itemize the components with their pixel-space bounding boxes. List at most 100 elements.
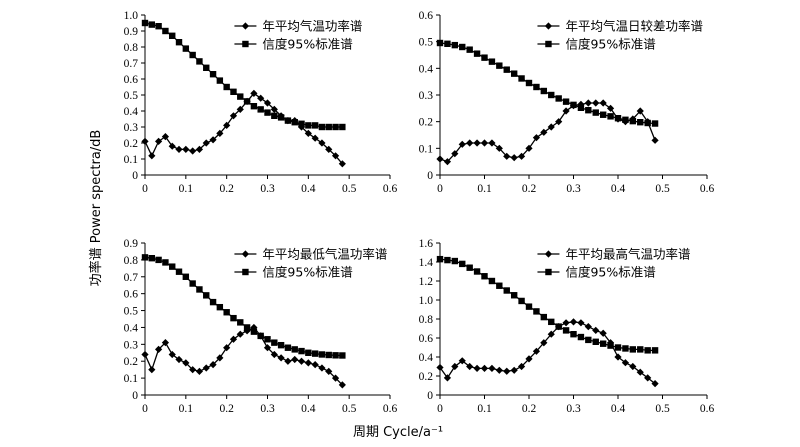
data-point <box>444 256 451 264</box>
data-point <box>318 139 326 147</box>
data-point <box>644 119 651 127</box>
data-point <box>271 339 278 346</box>
y-tick-label: 0.4 <box>419 63 434 75</box>
data-point <box>451 41 459 49</box>
data-point <box>525 303 533 310</box>
data-point <box>291 119 298 126</box>
data-point <box>488 139 496 147</box>
data-point <box>338 381 346 389</box>
data-point <box>480 364 489 372</box>
data-point <box>540 87 548 95</box>
data-point <box>599 99 607 107</box>
data-point <box>436 363 444 372</box>
data-point <box>599 329 607 337</box>
data-point <box>148 152 156 160</box>
data-point <box>270 105 278 113</box>
data-point <box>236 105 244 113</box>
data-point <box>325 145 333 153</box>
data-point <box>325 123 332 131</box>
data-point <box>503 152 511 160</box>
chart-panel-4: 0 0.2 0.4 0.6 0.8 1.0 1.2 1.4 1.6 0 0.1 0.2 0.3 0.4 0.… <box>419 238 715 415</box>
data-point <box>496 62 503 69</box>
legend-label: 年平均气温功率谱 <box>262 19 362 34</box>
data-point <box>495 144 503 152</box>
data-point <box>257 94 265 102</box>
data-point <box>585 107 592 114</box>
data-point <box>305 349 312 356</box>
data-point <box>270 350 278 359</box>
data-point <box>223 309 230 316</box>
data-point <box>629 362 637 371</box>
series-red-noise-95 <box>436 255 659 354</box>
data-point <box>141 350 149 359</box>
data-point <box>230 88 237 95</box>
data-point <box>510 154 518 162</box>
data-point <box>168 350 176 359</box>
data-point <box>311 134 319 142</box>
data-point <box>644 374 652 382</box>
y-tick-label: 0.4 <box>124 322 139 334</box>
x-tick-label: 0.3 <box>566 403 581 415</box>
data-point <box>189 147 197 155</box>
data-point <box>182 145 190 153</box>
x-tick-label: 0.6 <box>700 403 715 415</box>
data-point <box>229 112 238 120</box>
data-point <box>570 331 577 338</box>
data-point <box>592 338 599 345</box>
data-point <box>203 64 210 71</box>
data-point <box>503 367 511 375</box>
data-point <box>562 319 570 327</box>
data-point <box>263 99 272 107</box>
data-point <box>291 355 299 364</box>
y-tick-label: 0.9 <box>124 238 139 250</box>
data-point <box>182 359 190 367</box>
data-point <box>466 139 474 147</box>
series-spectrum <box>141 323 346 389</box>
data-point <box>202 139 210 147</box>
data-point <box>599 111 607 118</box>
y-tick-label: 1.0 <box>419 295 434 307</box>
legend-marker <box>545 40 552 48</box>
data-point <box>196 286 203 293</box>
data-point <box>651 380 659 388</box>
y-tick-label: 0.3 <box>124 122 139 134</box>
y-tick-label: 0.5 <box>124 90 139 102</box>
data-point <box>161 339 170 347</box>
data-point <box>488 277 496 285</box>
data-point <box>577 319 585 327</box>
data-point <box>569 318 578 326</box>
legend-label: 信度95%标准谱 <box>565 265 655 280</box>
legend-item: 年平均气温功率谱 <box>234 19 362 34</box>
data-point <box>203 292 210 299</box>
data-point <box>257 332 264 340</box>
x-tick-label: 0.5 <box>342 183 357 195</box>
series-line <box>439 42 656 125</box>
data-point <box>182 273 190 280</box>
data-point <box>311 122 319 129</box>
legend-item: 信度95%标准谱 <box>234 265 353 280</box>
y-tick-label: 0.2 <box>419 117 434 129</box>
data-point <box>459 43 466 51</box>
data-point <box>155 256 162 264</box>
data-point <box>318 351 326 358</box>
data-point <box>162 259 169 266</box>
legend-marker <box>241 22 250 30</box>
chart-panel-2: 0 0.1 0.2 0.3 0.4 0.5 0.6 0 0.1 0.2 0.3 0.4 0.5 0.6 年平… <box>419 10 715 195</box>
data-point <box>216 303 224 311</box>
data-point <box>540 339 548 347</box>
data-point <box>216 129 224 137</box>
y-tick-label: 0.9 <box>124 26 139 38</box>
y-tick-label: 0.6 <box>124 74 139 86</box>
data-point <box>533 308 540 315</box>
data-point <box>562 107 570 115</box>
data-point <box>229 335 238 343</box>
y-tick-label: 0.6 <box>419 10 434 22</box>
data-point <box>271 112 278 119</box>
data-point <box>195 145 204 153</box>
data-point <box>636 107 644 115</box>
x-tick-label: 0.2 <box>219 183 234 195</box>
series-red-noise-95 <box>141 19 346 131</box>
y-tick-label: 0.5 <box>419 37 434 49</box>
x-tick-label: 0.2 <box>219 403 234 415</box>
